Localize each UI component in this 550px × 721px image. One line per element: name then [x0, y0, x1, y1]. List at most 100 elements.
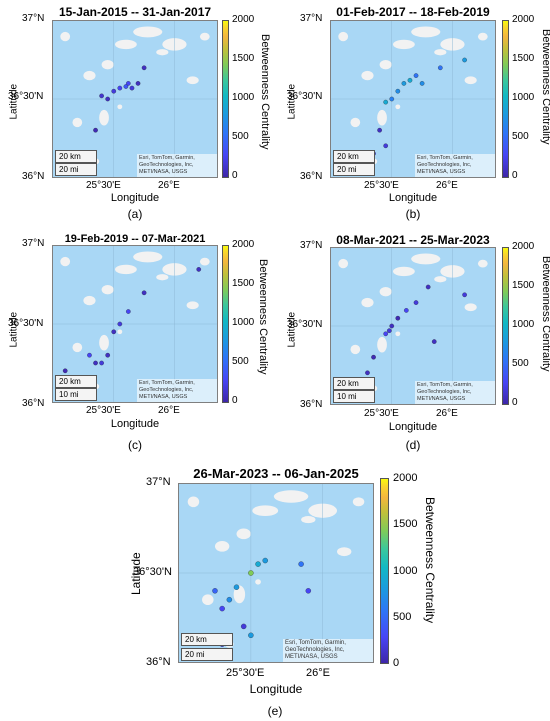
panel-b-xlabel: Longitude: [388, 192, 438, 204]
panel-e-caption: (e): [267, 704, 283, 718]
panel-c-scale-mi: 10 mi: [55, 388, 97, 401]
event-dot: [255, 561, 261, 567]
panel-a-lat-mid: 36°30'N: [8, 91, 44, 102]
event-dot: [93, 360, 98, 366]
panel-a-cb-label: Betweenness Centrality: [259, 34, 271, 150]
island-1: [114, 39, 137, 50]
island-6: [464, 76, 477, 85]
island-7: [377, 336, 387, 353]
event-dot: [240, 623, 247, 630]
panel-c-scale-km: 20 km: [55, 375, 97, 388]
panel-b-cb-500: 500: [512, 131, 529, 142]
panel-e-colorbar: [380, 478, 389, 664]
island-4: [156, 274, 169, 281]
island-8: [72, 342, 83, 353]
event-dot: [87, 352, 92, 358]
panel-a-map: 20 km 20 mi Esri, TomTom, Garmin, GeoTec…: [52, 20, 218, 178]
island-12: [352, 497, 365, 507]
event-dot: [413, 300, 419, 305]
event-dot: [62, 368, 68, 374]
panel-b-lat-mid: 36°30'N: [287, 91, 323, 102]
panel-c-cb-0: 0: [232, 395, 238, 406]
event-dot: [401, 81, 407, 86]
island-10: [395, 331, 401, 337]
panel-c-lon-1: 25°30'E: [86, 405, 121, 416]
panel-c-lat-mid: 36°30'N: [8, 318, 44, 329]
island-8: [202, 594, 214, 606]
event-dot: [377, 127, 382, 133]
panel-d-map-svg: [331, 248, 495, 404]
panel-a-cb-0: 0: [232, 170, 238, 181]
event-dot: [135, 81, 141, 86]
panel-e-attribution: Esri, TomTom, Garmin, GeoTechnologies, I…: [283, 639, 373, 662]
panel-c-cb-500: 500: [232, 356, 249, 367]
event-dot: [425, 284, 431, 290]
panel-e-title: 26-Mar-2023 -- 06-Jan-2025: [193, 466, 359, 481]
panel-a-caption: (a): [127, 207, 143, 221]
panel-c-caption: (c): [128, 438, 142, 452]
island-3: [236, 528, 251, 540]
island-0: [133, 26, 163, 38]
island-1: [252, 505, 279, 517]
panel-b-title: 01-Feb-2017 -- 18-Feb-2019: [336, 5, 490, 19]
panel-b-scale-km: 20 km: [333, 150, 375, 163]
panel-c-map: 20 km 10 mi Esri, TomTom, Garmin, GeoTec…: [52, 245, 218, 403]
island-6: [186, 76, 199, 85]
event-dot: [387, 328, 392, 334]
panel-c-lat-bot: 36°N: [22, 398, 45, 409]
panel-a-lat-top: 37°N: [22, 13, 45, 24]
event-dot: [126, 309, 131, 314]
panel-d-cb-1500: 1500: [512, 280, 535, 291]
event-dot: [233, 584, 240, 590]
island-4: [434, 276, 447, 283]
event-dot: [196, 267, 202, 272]
panel-a-title: 15-Jan-2015 -- 31-Jan-2017: [58, 5, 212, 19]
panel-d-xlabel: Longitude: [388, 421, 438, 433]
panel-e-lon-2: 26°E: [306, 667, 330, 679]
panel-b-caption: (b): [405, 207, 421, 221]
event-dot: [395, 315, 401, 321]
panel-e-scale-mi: 20 mi: [181, 648, 233, 661]
panel-c-colorbar: [222, 245, 229, 403]
event-dot: [129, 85, 135, 91]
event-dot: [117, 85, 123, 91]
panel-b-cb-1000: 1000: [512, 92, 535, 103]
panel-d-lat-mid: 36°30'N: [287, 319, 323, 330]
event-dot: [141, 65, 147, 71]
panel-e-cb-1500: 1500: [393, 518, 418, 530]
island-5: [83, 70, 96, 81]
island-6: [186, 301, 199, 310]
island-8: [350, 344, 361, 355]
panel-d-scale-km: 20 km: [333, 377, 375, 390]
event-dot: [212, 588, 218, 594]
panel-b-map: 20 km 20 mi Esri, TomTom, Garmin, GeoTec…: [330, 20, 496, 178]
event-dot: [248, 570, 254, 576]
event-dot: [93, 127, 98, 133]
panel-d-title: 08-Mar-2021 -- 25-Mar-2023: [336, 233, 490, 247]
event-dot: [248, 632, 254, 639]
panel-e-cb-2000: 2000: [393, 472, 418, 484]
island-0: [133, 251, 163, 263]
event-dot: [431, 339, 437, 344]
panel-c-map-svg: [53, 246, 217, 402]
panel-e-map-svg: [179, 484, 373, 662]
panel-b-cb-1500: 1500: [512, 53, 535, 64]
event-dot: [105, 352, 111, 358]
event-dot: [383, 143, 389, 149]
island-1: [392, 266, 415, 277]
panel-c-lat-top: 37°N: [22, 238, 45, 249]
panel-e-cb-1000: 1000: [393, 565, 418, 577]
island-5: [361, 297, 374, 308]
panel-a-lon-2: 26°E: [158, 180, 180, 191]
panel-b-cb-label: Betweenness Centrality: [540, 29, 550, 145]
panel-d-map: 20 km 10 mi Esri, TomTom, Garmin, GeoTec…: [330, 247, 496, 405]
panel-d-cb-0: 0: [512, 397, 518, 408]
event-dot: [462, 292, 467, 298]
panel-a-attribution: Esri, TomTom, Garmin, GeoTechnologies, I…: [137, 154, 217, 177]
panel-e-lat-bot: 36°N: [146, 656, 171, 668]
island-10: [255, 579, 261, 585]
panel-a-map-svg: [53, 21, 217, 177]
panel-b-attribution: Esri, TomTom, Garmin, GeoTechnologies, I…: [415, 154, 495, 177]
island-5: [83, 295, 96, 306]
island-1: [114, 264, 137, 275]
